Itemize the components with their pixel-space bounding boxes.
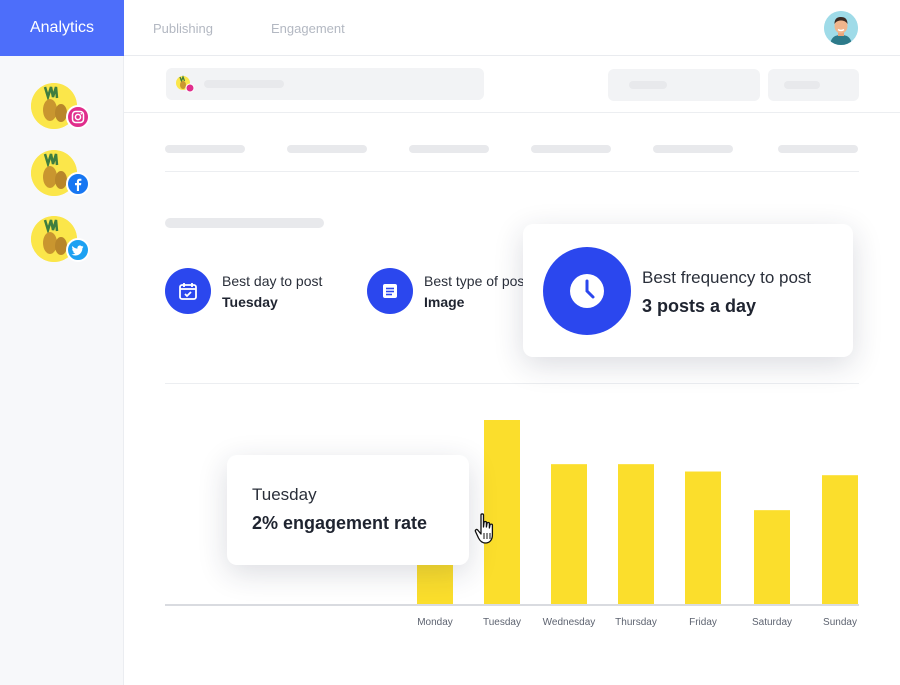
account-instagram[interactable] — [31, 83, 93, 133]
account-avatar — [31, 150, 77, 196]
account-mini-icon — [176, 75, 195, 93]
insight-label: Best frequency to post — [642, 268, 812, 287]
account-twitter[interactable] — [31, 216, 93, 266]
insight-label: Best type of post — [424, 272, 528, 289]
x-tick-label: Monday — [417, 617, 453, 628]
insight-best-day: Best day to post Tuesday — [165, 268, 322, 314]
x-tick-label: Thursday — [615, 617, 657, 628]
x-tick-label: Friday — [689, 617, 717, 628]
account-facebook[interactable] — [31, 150, 93, 200]
tooltip-rate: 2% engagement rate — [252, 513, 428, 533]
x-tick-label: Tuesday — [483, 617, 521, 628]
tab-analytics[interactable]: Analytics — [0, 0, 124, 56]
bar-saturday[interactable] — [754, 510, 790, 604]
account-avatar — [31, 216, 77, 262]
pineapple-icon — [31, 150, 77, 196]
pineapple-icon — [31, 216, 77, 262]
sidebar — [0, 56, 124, 685]
date-range-selector[interactable] — [608, 69, 760, 101]
insight-value: 3 posts a day — [642, 296, 757, 316]
bar-friday[interactable] — [685, 471, 721, 604]
x-tick-label: Wednesday — [542, 617, 596, 628]
best-frequency-card: Best frequency to post 3 posts a day — [523, 224, 853, 357]
x-tick-label: Sunday — [823, 617, 857, 628]
insight-value: Tuesday — [222, 293, 278, 310]
bar-wednesday[interactable] — [551, 464, 587, 604]
section-title-placeholder — [165, 218, 324, 228]
hand-pointer-icon — [474, 513, 494, 544]
metric-tab[interactable] — [287, 145, 367, 153]
insight-best-type: Best type of post Image — [367, 268, 528, 314]
divider — [165, 171, 859, 172]
instagram-icon — [66, 105, 90, 129]
bar-thursday[interactable] — [618, 464, 654, 604]
twitter-icon — [66, 238, 90, 262]
account-selector[interactable] — [166, 68, 484, 100]
tab-publishing[interactable]: Publishing — [153, 20, 213, 36]
clock-icon — [543, 247, 631, 335]
divider — [165, 383, 859, 384]
divider — [124, 112, 900, 113]
export-button[interactable] — [768, 69, 859, 101]
chart-tooltip: Tuesday 2% engagement rate — [227, 455, 469, 565]
tooltip-day: Tuesday — [252, 485, 317, 504]
insight-label: Best day to post — [222, 272, 323, 289]
document-icon — [367, 268, 413, 314]
insight-value: Image — [424, 293, 465, 310]
metric-tab[interactable] — [653, 145, 733, 153]
calendar-icon — [165, 268, 211, 314]
metric-tab[interactable] — [165, 145, 245, 153]
metric-tab[interactable] — [531, 145, 611, 153]
metric-tab[interactable] — [409, 145, 489, 153]
bar-sunday[interactable] — [822, 475, 858, 604]
tab-engagement[interactable]: Engagement — [271, 20, 345, 36]
chart-baseline — [165, 604, 859, 606]
user-avatar[interactable] — [824, 11, 858, 45]
facebook-icon — [66, 172, 90, 196]
pineapple-icon — [31, 83, 77, 129]
metric-tab[interactable] — [778, 145, 858, 153]
user-face-icon — [824, 11, 858, 45]
top-navigation: Analytics Publishing Engagement — [0, 0, 900, 56]
x-tick-label: Saturday — [751, 617, 793, 628]
